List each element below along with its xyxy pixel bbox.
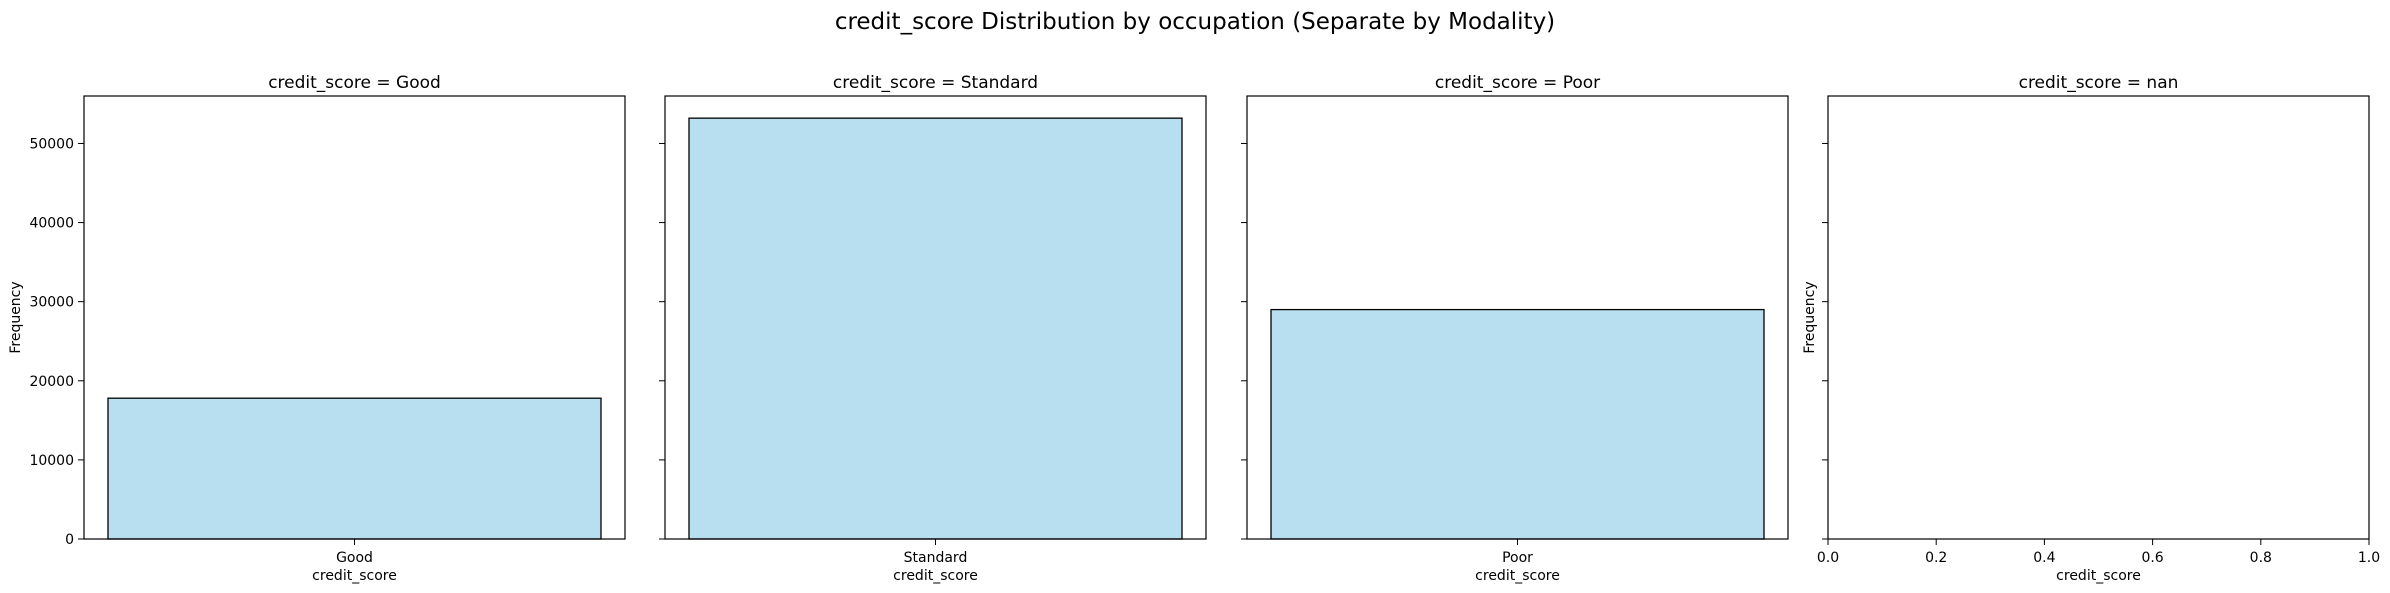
x-tick-label: 0.2 — [1925, 550, 1947, 566]
axes-frame — [1246, 95, 1789, 540]
panel-title: credit_score = Standard — [833, 73, 1038, 93]
x-tick-label: Standard — [904, 550, 968, 566]
panel-3: Poor credit_score = Poor credit_score — [1241, 73, 1789, 584]
y-axis-label: Frequency — [8, 281, 24, 353]
x-tick-label: 1.0 — [2358, 550, 2380, 566]
bar-poor — [1270, 308, 1765, 540]
y-axis-label: Frequency — [1802, 281, 1818, 353]
x-axis-label: credit_score — [893, 568, 978, 584]
bar-good — [107, 397, 602, 540]
x-axis-label: credit_score — [2056, 568, 2141, 584]
y-tick-label: 50000 — [29, 136, 74, 152]
y-tick-label: 30000 — [29, 295, 74, 311]
x-tick-label: Good — [336, 550, 373, 566]
y-tick-label: 0 — [65, 532, 74, 548]
panel-2: Standard credit_score = Standard credit_sc… — [659, 73, 1207, 584]
panel-4: 0.0 0.2 0.4 0.6 0.8 1.0 credit_score = nan cred… — [1802, 73, 2380, 584]
axes-frame — [83, 95, 626, 540]
axes-frame — [1827, 95, 2370, 540]
x-axis-label: credit_score — [1475, 568, 1560, 584]
x-tick-label: 0.0 — [1817, 550, 1839, 566]
x-tick-label: 0.4 — [2033, 550, 2055, 566]
axes-frame — [664, 95, 1207, 540]
y-tick-label: 40000 — [29, 216, 74, 232]
panel-title: credit_score = Good — [268, 73, 441, 93]
panel-1: Good 0 10000 20000 30000 40000 50000 credit_sco… — [8, 73, 626, 584]
bar-standard — [688, 117, 1183, 540]
x-tick-label: 0.8 — [2250, 550, 2272, 566]
panel-title: credit_score = Poor — [1435, 73, 1600, 93]
y-tick-label: 20000 — [29, 374, 74, 390]
panels: Good 0 10000 20000 30000 40000 50000 credit_sco… — [8, 73, 2380, 584]
x-tick-label: Poor — [1502, 550, 1533, 566]
x-tick-label: 0.6 — [2141, 550, 2163, 566]
x-axis-label: credit_score — [312, 568, 397, 584]
y-tick-label: 10000 — [29, 453, 74, 469]
panel-title: credit_score = nan — [2019, 73, 2179, 93]
figure-title: credit_score Distribution by occupation … — [835, 9, 1555, 35]
